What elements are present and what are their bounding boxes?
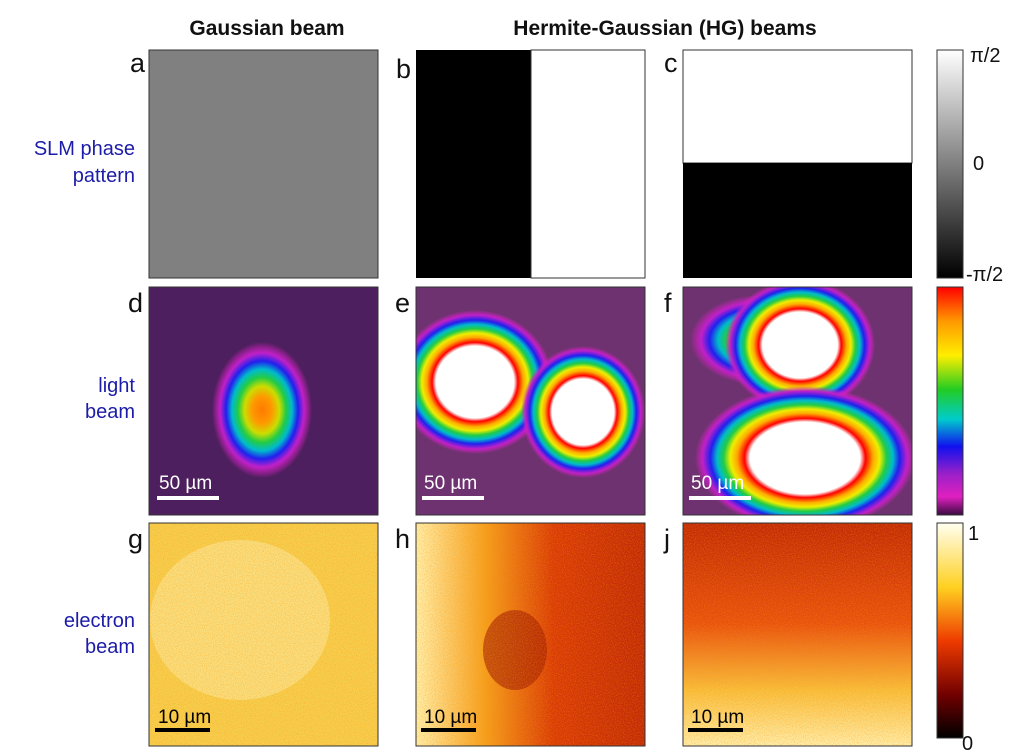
panel-letter: f — [664, 288, 672, 318]
scale-bar-label: 50 µm — [424, 473, 477, 494]
scale-bar-label: 50 µm — [691, 473, 744, 494]
colorbar — [936, 49, 964, 279]
scale-bar-label: 10 µm — [691, 707, 744, 728]
scale-bar-label: 50 µm — [159, 473, 212, 494]
electron-image — [416, 523, 645, 746]
phase-pattern — [682, 49, 913, 278]
colorbar — [936, 286, 964, 516]
row-label: SLM phase — [34, 138, 135, 160]
colorbar-label: -π/2 — [966, 264, 1003, 286]
colorbar-label: 1 — [968, 523, 979, 545]
panel-frame — [148, 286, 913, 747]
row-label: light — [98, 375, 135, 397]
electron-image — [149, 523, 378, 746]
row-label: pattern — [73, 165, 135, 187]
light-image — [149, 287, 378, 515]
colorbar — [936, 522, 964, 739]
colorbar-label: 0 — [973, 153, 984, 175]
panel-letter: b — [396, 54, 411, 84]
scale-bar: 10 µm 10 µm 10 µm — [155, 707, 744, 732]
row-label: beam — [85, 636, 135, 658]
row-label: electron — [64, 610, 135, 632]
phase-pattern — [416, 49, 646, 279]
light-image — [416, 287, 645, 515]
scale-bar: 50 µm 50 µm 50 µm — [157, 473, 751, 500]
electron-image — [683, 523, 912, 746]
panel-letter: h — [395, 524, 410, 554]
panel-letter: g — [128, 524, 143, 554]
colorbar-label: π/2 — [970, 45, 1000, 67]
colorbar-label: 0 — [962, 733, 973, 751]
column-header: Hermite-Gaussian (HG) beams — [513, 17, 816, 40]
light-image — [683, 287, 912, 515]
scale-bar-label: 10 µm — [158, 707, 211, 728]
panel-letter: c — [664, 48, 678, 78]
phase-pattern — [148, 49, 379, 279]
column-header: Gaussian beam — [189, 17, 344, 40]
scale-bar-label: 10 µm — [424, 707, 477, 728]
panel-letter: e — [395, 288, 410, 318]
panel-letter: j — [663, 524, 670, 554]
panel-letter: a — [130, 48, 146, 78]
row-label: beam — [85, 401, 135, 423]
panel-letter: d — [128, 288, 143, 318]
